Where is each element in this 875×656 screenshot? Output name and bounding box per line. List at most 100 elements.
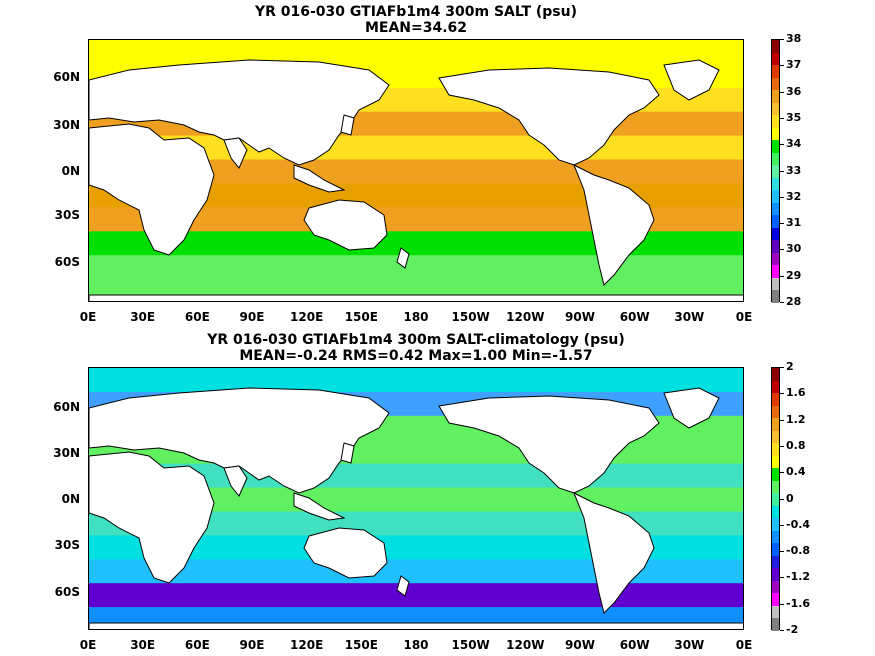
landmass: [303, 199, 388, 251]
lon-label: 0E: [79, 638, 97, 652]
colorbar-label: 1.6: [786, 386, 806, 400]
colorbar-swatch: [772, 227, 779, 241]
landmass: [89, 387, 390, 494]
colorbar-swatch: [772, 380, 779, 394]
landmass: [438, 67, 660, 166]
lon-label: 0E: [735, 638, 753, 652]
colorbar-tick: [780, 472, 784, 474]
colorbar-swatch: [772, 127, 779, 141]
colorbar-label: 0.4: [786, 465, 806, 479]
colorbar-label: 34: [786, 137, 802, 151]
colorbar-swatch: [772, 443, 779, 456]
colorbar-swatch: [772, 480, 779, 494]
colorbar-swatch: [772, 77, 779, 91]
landmass: [303, 527, 388, 579]
colorbar-swatch: [772, 290, 779, 303]
colorbar-label: -0.4: [786, 517, 811, 531]
landmass: [293, 164, 346, 193]
colorbar-tick: [780, 275, 784, 277]
colorbar-swatch: [772, 265, 779, 278]
lon-label: 120E: [290, 638, 324, 652]
colorbar-label: -2: [786, 623, 799, 636]
colorbar-swatch: [772, 215, 779, 228]
colorbar-swatch: [772, 52, 779, 66]
colorbar-tick: [780, 367, 784, 368]
colorbar-tick: [780, 419, 784, 421]
lon-label: 120W: [506, 638, 545, 652]
colorbar-tick: [780, 551, 784, 553]
colorbar-tick: [780, 630, 784, 631]
landmass: [223, 465, 248, 497]
colorbar-tick: [780, 144, 784, 146]
colorbar-label: 37: [786, 58, 802, 72]
lon-label: 0E: [735, 310, 753, 324]
panel1-colorbar: [771, 39, 780, 303]
colorbar-tick: [780, 498, 784, 500]
landmass: [396, 247, 410, 269]
colorbar-swatch: [772, 430, 779, 444]
colorbar-tick: [780, 65, 784, 67]
colorbar-label: 35: [786, 110, 802, 124]
colorbar-swatch: [772, 580, 779, 594]
lon-label: 120E: [290, 310, 324, 324]
colorbar-label: -1.6: [786, 596, 811, 610]
colorbar-swatch: [772, 252, 779, 266]
colorbar-label: 33: [786, 163, 802, 177]
lon-label: 30W: [674, 310, 705, 324]
panel1-lat-60n: 60N: [53, 70, 80, 84]
panel1-lat-30n: 30N: [53, 118, 80, 132]
colorbar-swatch: [772, 40, 779, 53]
panel1-subtitle: MEAN=34.62: [364, 20, 468, 36]
colorbar-swatch: [772, 518, 779, 531]
lon-label: 60W: [619, 310, 650, 324]
colorbar-swatch: [772, 618, 779, 631]
landmass: [573, 163, 655, 286]
panel1-map: [88, 39, 744, 302]
panel2-subtitle: MEAN=-0.24 RMS=0.42 Max=1.00 Min=-1.57: [239, 348, 593, 364]
colorbar-swatch: [772, 455, 779, 469]
colorbar-tick: [780, 577, 784, 579]
colorbar-tick: [780, 223, 784, 225]
colorbar-swatch: [772, 140, 779, 153]
colorbar-swatch: [772, 593, 779, 606]
colorbar-tick: [780, 170, 784, 172]
colorbar-label: 0.8: [786, 438, 806, 452]
lon-label: 150E: [344, 310, 378, 324]
colorbar-swatch: [772, 202, 779, 216]
lon-label: 60E: [184, 310, 210, 324]
ocean-band: [89, 255, 743, 281]
colorbar-swatch: [772, 165, 779, 178]
colorbar-swatch: [772, 102, 779, 116]
panel2-lat-30s: 30S: [54, 538, 80, 552]
colorbar-label: 1.2: [786, 412, 806, 426]
colorbar-swatch: [772, 555, 779, 569]
colorbar-label: 29: [786, 268, 802, 282]
landmass: [663, 59, 720, 101]
panel2-lat-60s: 60S: [54, 585, 80, 599]
landmass: [573, 491, 655, 614]
panel2-map: [88, 367, 744, 630]
landmass: [438, 395, 660, 494]
colorbar-tick: [780, 117, 784, 119]
colorbar-label: 36: [786, 84, 802, 98]
landmass: [293, 492, 346, 521]
landmass: [340, 442, 355, 464]
panel1-lat-30s: 30S: [54, 208, 80, 222]
colorbar-tick: [780, 249, 784, 251]
ocean-band: [89, 368, 743, 393]
colorbar-label: -0.8: [786, 544, 811, 558]
colorbar-swatch: [772, 568, 779, 581]
landmass: [396, 575, 410, 597]
colorbar-swatch: [772, 468, 779, 481]
lon-label: 180: [403, 310, 429, 324]
colorbar-label: 32: [786, 189, 802, 203]
lon-label: 150W: [451, 638, 490, 652]
landmass: [89, 451, 215, 584]
panel2-title: YR 016-030 GTIAFb1m4 300m SALT-climatolo…: [207, 332, 625, 348]
ocean-band: [89, 583, 743, 609]
colorbar-label: 31: [786, 216, 802, 230]
panel2-colorbar: [771, 367, 780, 631]
panel2-lat-0n: 0N: [61, 492, 80, 506]
colorbar-swatch: [772, 493, 779, 506]
colorbar-label: 2: [786, 360, 794, 373]
